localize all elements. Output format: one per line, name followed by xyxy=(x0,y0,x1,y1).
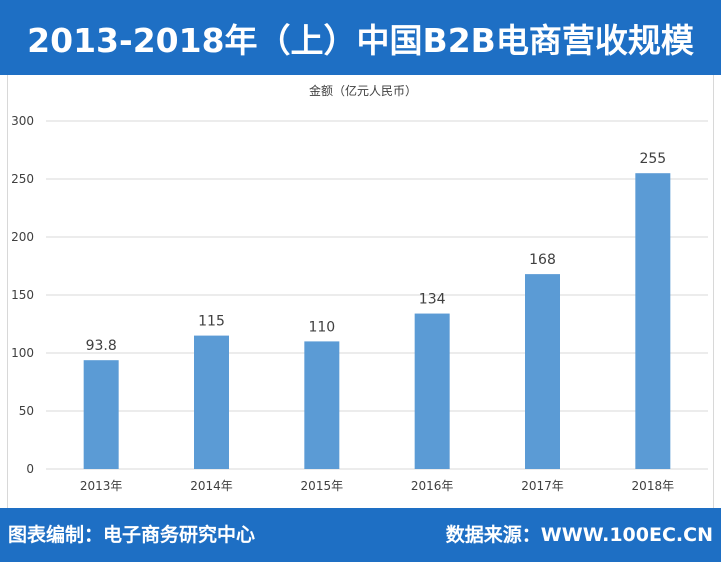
y-tick-label: 100 xyxy=(11,346,34,360)
data-label: 255 xyxy=(639,151,666,167)
y-tick-label: 200 xyxy=(11,230,34,244)
x-tick-label: 2017年 xyxy=(521,479,564,493)
x-tick-label: 2015年 xyxy=(301,479,344,493)
bar xyxy=(304,341,340,469)
x-axis-ticks: 2013年 2014年 2015年 2016年 2017年 2018年 xyxy=(80,479,674,493)
y-axis-label: 金额（亿元人民币） xyxy=(309,83,417,98)
bar-chart: 金额（亿元人民币） 0 50 100 150 200 250 300 93.8 115 110 1… xyxy=(11,83,708,493)
x-tick-label: 2013年 xyxy=(80,479,123,493)
header-banner: 2013-2018年（上）中国B2B电商营收规模 xyxy=(0,0,721,75)
bar xyxy=(414,313,450,469)
data-label: 93.8 xyxy=(86,338,117,354)
bars: 93.8 115 110 134 168 255 xyxy=(83,151,671,469)
chart-area: 金额（亿元人民币） 0 50 100 150 200 250 300 93.8 115 110 1… xyxy=(7,75,714,508)
bar xyxy=(635,173,671,469)
y-tick-label: 0 xyxy=(26,462,34,476)
y-tick-label: 300 xyxy=(11,114,34,128)
y-tick-label: 250 xyxy=(11,172,34,186)
page-title: 2013-2018年（上）中国B2B电商营收规模 xyxy=(27,20,694,60)
y-axis-ticks: 0 50 100 150 200 250 300 xyxy=(11,114,34,476)
x-tick-label: 2016年 xyxy=(411,479,454,493)
data-label: 110 xyxy=(308,319,335,335)
data-label: 134 xyxy=(419,292,446,308)
bar xyxy=(525,274,560,469)
data-label: 168 xyxy=(529,252,556,268)
y-tick-label: 50 xyxy=(19,404,34,418)
data-label: 115 xyxy=(198,314,225,330)
footer-banner: 图表编制：电子商务研究中心 数据来源：WWW.100EC.CN xyxy=(0,508,721,562)
x-tick-label: 2018年 xyxy=(632,479,675,493)
y-tick-label: 150 xyxy=(11,288,34,302)
x-tick-label: 2014年 xyxy=(190,479,233,493)
gridlines xyxy=(46,120,708,470)
bar xyxy=(194,335,229,469)
chart-credit: 图表编制：电子商务研究中心 xyxy=(8,524,256,546)
data-source: 数据来源：WWW.100EC.CN xyxy=(445,524,713,546)
bar xyxy=(83,360,119,469)
